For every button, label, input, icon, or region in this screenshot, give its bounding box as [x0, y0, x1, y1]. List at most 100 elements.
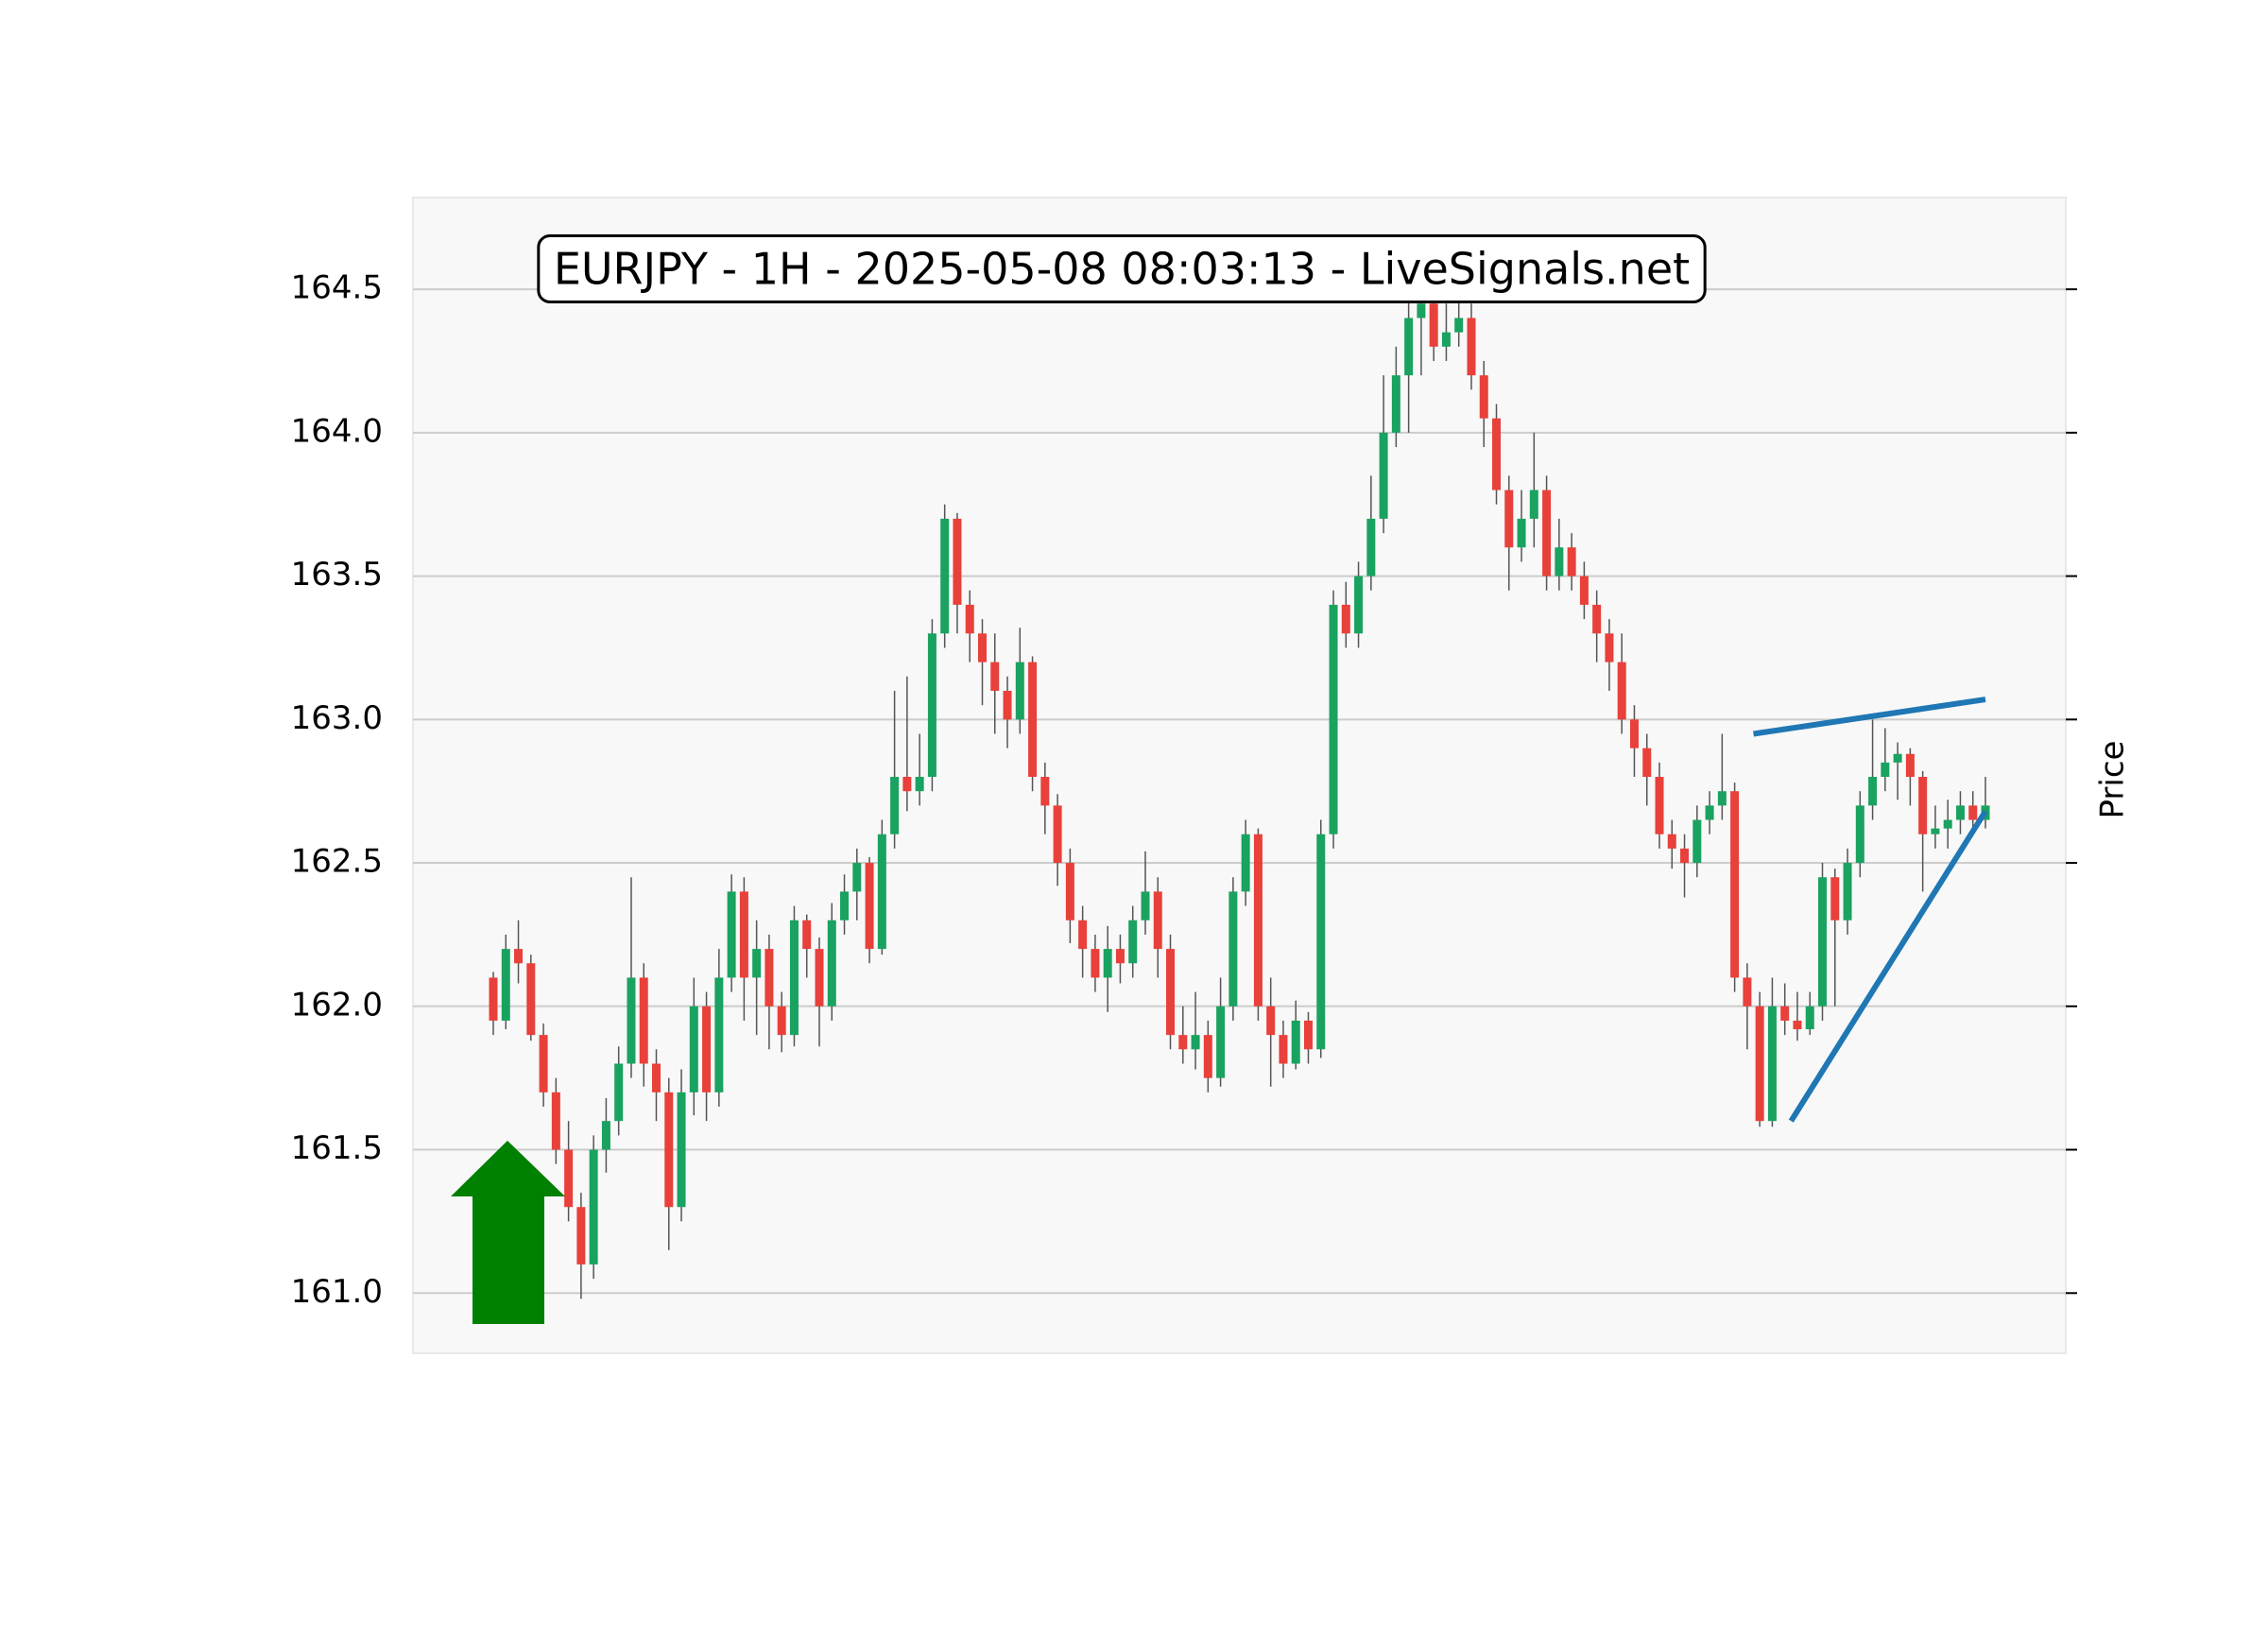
candle-body: [1717, 791, 1727, 806]
candle-body: [1567, 547, 1576, 576]
candle-body: [489, 977, 498, 1021]
trendline: [1753, 697, 1986, 737]
y-tick-label: 161.5: [291, 1129, 383, 1167]
candle-body: [1065, 863, 1074, 920]
candle-body: [539, 1035, 548, 1092]
candle-body: [1843, 863, 1852, 920]
candle-body: [1216, 1006, 1226, 1078]
candle-body: [865, 863, 874, 950]
candle-body: [1705, 805, 1714, 820]
y-tick-label: 162.5: [291, 843, 383, 881]
candle-body: [614, 1063, 624, 1122]
candle-body: [514, 949, 524, 964]
candle-body: [1128, 920, 1138, 964]
candle-body: [1015, 662, 1024, 720]
candle-body: [651, 1063, 661, 1092]
candle-body: [1028, 662, 1038, 778]
candle-body: [639, 977, 648, 1064]
grid: 161.0 161.5 162.0 162.5 163.0 163.5 164.0 164.5: [291, 269, 2077, 1311]
candle-body: [1905, 753, 1915, 778]
candle-body: [501, 949, 510, 1021]
candle-body: [1755, 1006, 1764, 1122]
candle-body: [1529, 490, 1538, 519]
candle-body: [1805, 1006, 1814, 1030]
y-tick-label: 161.0: [291, 1273, 383, 1311]
candle-body: [1379, 432, 1388, 519]
candle-body: [1203, 1035, 1212, 1078]
candle-body: [714, 977, 724, 1092]
candle-body: [953, 518, 962, 605]
candle-body: [877, 834, 886, 950]
candle-body: [1692, 819, 1702, 864]
candle-body: [1968, 805, 1978, 820]
candle-body: [551, 1092, 560, 1150]
candle-body: [664, 1092, 674, 1208]
candle-body: [1605, 633, 1614, 662]
candle-body: [902, 777, 912, 792]
candle-body: [601, 1121, 610, 1150]
candle-body: [1429, 303, 1438, 347]
title-box: [537, 234, 1707, 303]
candle-body: [1780, 1006, 1790, 1021]
candle-body: [727, 891, 736, 978]
candle-body: [1303, 1020, 1313, 1050]
candle-body: [977, 633, 987, 662]
candle-body: [1115, 949, 1125, 964]
candle-body: [1316, 834, 1326, 1050]
y-tick-label: 164.0: [291, 412, 383, 450]
candle-body: [1818, 877, 1828, 1006]
y-tick-label: 163.5: [291, 556, 383, 593]
candle-body: [1191, 1035, 1200, 1050]
candle-body: [789, 920, 799, 1036]
candle-body: [890, 777, 900, 834]
candle-body: [1040, 777, 1050, 806]
candle-body: [1391, 375, 1400, 433]
candle-body: [1542, 490, 1552, 576]
candle-body: [1955, 805, 1965, 820]
candle-body: [1178, 1035, 1188, 1050]
candle-body: [1592, 604, 1602, 634]
candle-body: [1793, 1020, 1802, 1030]
chart-title: EURJPY - 1H - 2025-05-08 08:03:13 - Live…: [554, 244, 1690, 295]
candle-body: [815, 949, 824, 1006]
candle-body: [1830, 877, 1840, 920]
overlay: [1753, 697, 1988, 1123]
candle-body: [1166, 949, 1176, 1036]
candle-body: [1617, 662, 1626, 720]
candle-body: [689, 1006, 698, 1092]
candle-body: [1730, 791, 1740, 978]
candle-body: [840, 891, 850, 920]
candle-body: [1053, 805, 1062, 864]
plot-area: [412, 197, 2067, 1354]
candle-body: [1228, 891, 1238, 1006]
candle-body: [1279, 1035, 1288, 1064]
candle-body: [1642, 748, 1652, 778]
candle-body: [702, 1006, 712, 1092]
candle-body: [1629, 719, 1639, 748]
candle-body: [1266, 1006, 1276, 1036]
y-tick-label: 164.5: [291, 269, 383, 307]
candle-body: [1091, 949, 1100, 978]
candle-body: [777, 1006, 786, 1036]
candle-body: [1366, 518, 1376, 576]
y-tick-label: 162.0: [291, 986, 383, 1023]
candle-body: [1003, 690, 1012, 720]
candle-body: [1918, 777, 1928, 834]
candle-body: [1881, 762, 1890, 778]
candle-body: [1868, 777, 1878, 806]
candle-body: [1943, 819, 1952, 829]
candles: [489, 289, 1990, 1299]
candle-body: [1078, 920, 1088, 950]
candle-body: [1153, 891, 1162, 950]
candle-body: [1931, 828, 1940, 834]
candle-body: [1253, 834, 1263, 1006]
candle-body: [1767, 1006, 1777, 1122]
candle-body: [1467, 318, 1476, 376]
candle-body: [1103, 949, 1112, 978]
candle-body: [1241, 834, 1250, 892]
candle-body: [564, 1149, 574, 1208]
candle-body: [802, 920, 812, 950]
candle-body: [827, 920, 836, 1006]
